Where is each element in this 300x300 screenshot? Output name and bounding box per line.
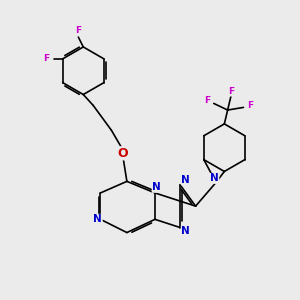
Text: N: N (181, 175, 190, 185)
Text: F: F (43, 54, 49, 63)
Text: F: F (204, 96, 210, 105)
Text: F: F (229, 87, 235, 96)
Text: O: O (118, 147, 128, 160)
Text: N: N (152, 182, 161, 192)
Text: N: N (93, 214, 102, 224)
Text: N: N (210, 173, 219, 183)
Text: F: F (75, 26, 81, 35)
Text: F: F (247, 101, 253, 110)
Text: N: N (181, 226, 190, 236)
